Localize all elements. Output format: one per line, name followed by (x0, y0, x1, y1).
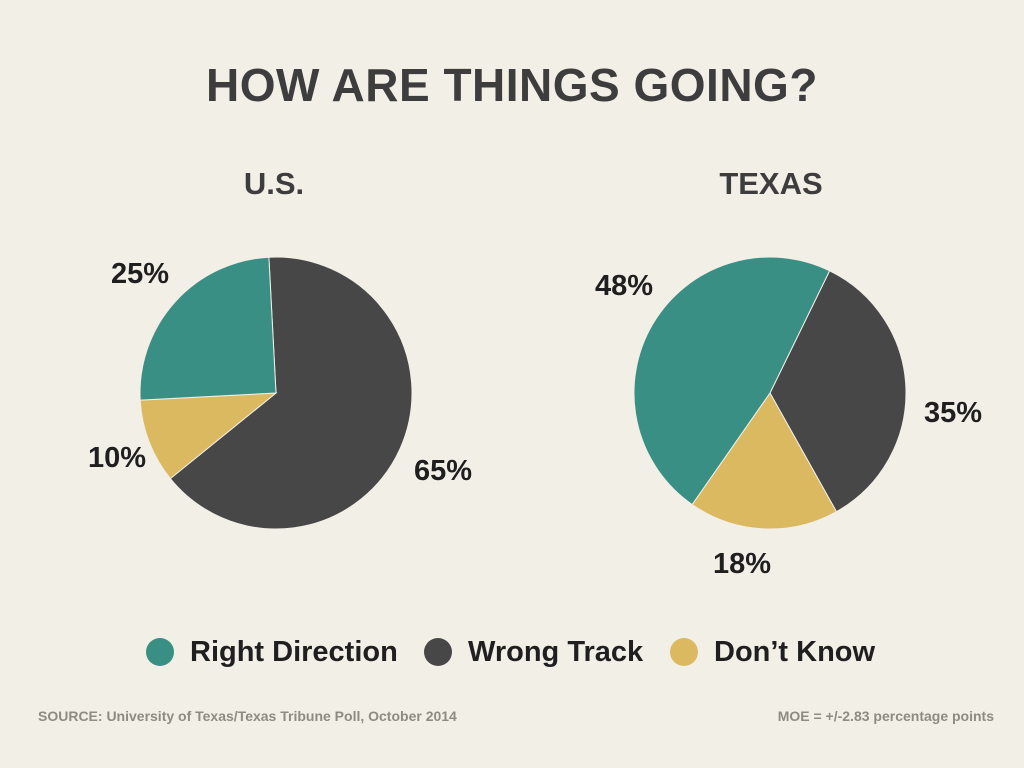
legend-item-dont-know: Don’t Know (670, 630, 875, 674)
pie-slice-don-t-know (691, 392, 838, 530)
pie-slice-wrong-track (169, 256, 413, 530)
legend-label: Wrong Track (468, 635, 644, 668)
legend-label: Don’t Know (714, 635, 876, 668)
legend-swatch-dont-know (670, 638, 698, 666)
legend-swatch-right-direction (146, 638, 174, 666)
chart-title-texas: TEXAS (719, 166, 823, 201)
page-title: HOW ARE THINGS GOING? (206, 59, 818, 111)
pie-slice-don-t-know (139, 392, 278, 480)
data-label: 48% (595, 270, 653, 302)
data-label: 10% (88, 442, 146, 474)
chart-title-us: U.S. (243, 166, 305, 201)
source-note: SOURCE: University of Texas/Texas Tribun… (38, 708, 457, 724)
data-label: 65% (414, 455, 472, 487)
legend-swatch-wrong-track (424, 638, 452, 666)
data-label: 35% (924, 397, 982, 429)
legend-label: Right Direction (190, 635, 398, 668)
legend-item-wrong-track: Wrong Track (424, 630, 643, 674)
moe-note: MOE = +/-2.83 percentage points (777, 708, 994, 724)
pie-slice-wrong-track (769, 270, 907, 513)
data-label: 25% (111, 258, 169, 290)
data-label: 18% (713, 548, 771, 580)
legend: Right Direction Wrong Track Don’t Know (0, 630, 1024, 674)
legend-item-right-direction: Right Direction (146, 630, 398, 674)
pie-slice-right-direction (633, 256, 831, 506)
pie-slice-right-direction (139, 256, 277, 401)
